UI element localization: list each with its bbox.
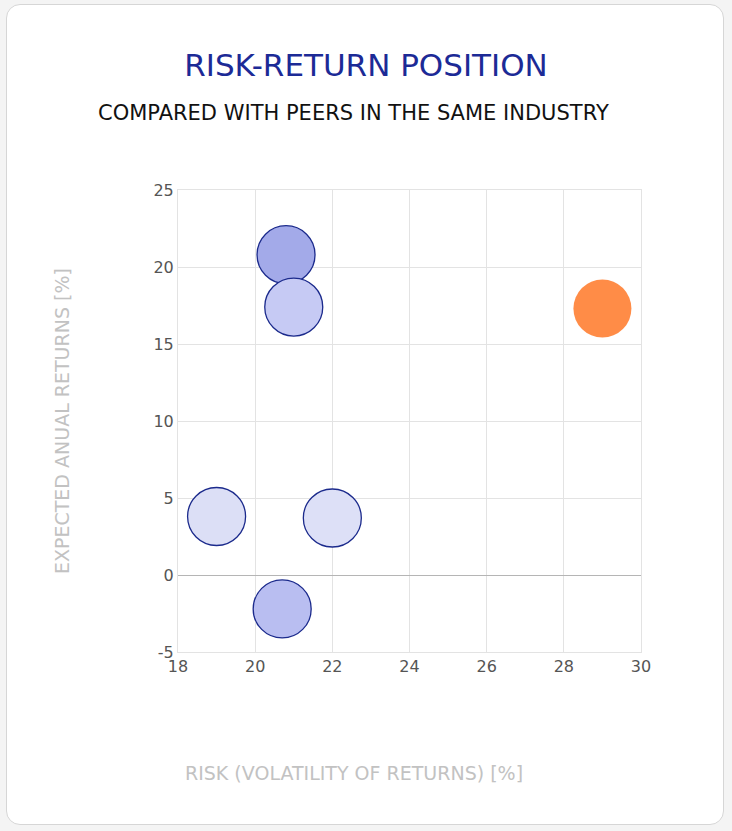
svg-text:25: 25 [153, 181, 173, 200]
svg-text:EXPECTED ANUAL RETURNS [%]: EXPECTED ANUAL RETURNS [%] [51, 268, 73, 574]
svg-text:-5: -5 [158, 643, 174, 662]
svg-text:RISK-RETURN POSITION: RISK-RETURN POSITION [184, 47, 548, 83]
svg-text:28: 28 [554, 657, 574, 676]
svg-text:RISK (VOLATILITY OF RETURNS) [: RISK (VOLATILITY OF RETURNS) [%] [185, 762, 523, 784]
svg-text:24: 24 [399, 657, 419, 676]
svg-text:26: 26 [476, 657, 496, 676]
svg-text:0: 0 [164, 566, 174, 585]
svg-text:5: 5 [164, 489, 174, 508]
svg-text:15: 15 [153, 335, 173, 354]
svg-text:20: 20 [153, 258, 173, 277]
svg-text:10: 10 [153, 412, 173, 431]
svg-text:18: 18 [168, 657, 188, 676]
svg-text:COMPARED WITH PEERS IN THE SAM: COMPARED WITH PEERS IN THE SAME INDUSTRY [98, 101, 609, 125]
svg-text:20: 20 [245, 657, 265, 676]
svg-text:30: 30 [631, 657, 651, 676]
svg-text:22: 22 [322, 657, 342, 676]
